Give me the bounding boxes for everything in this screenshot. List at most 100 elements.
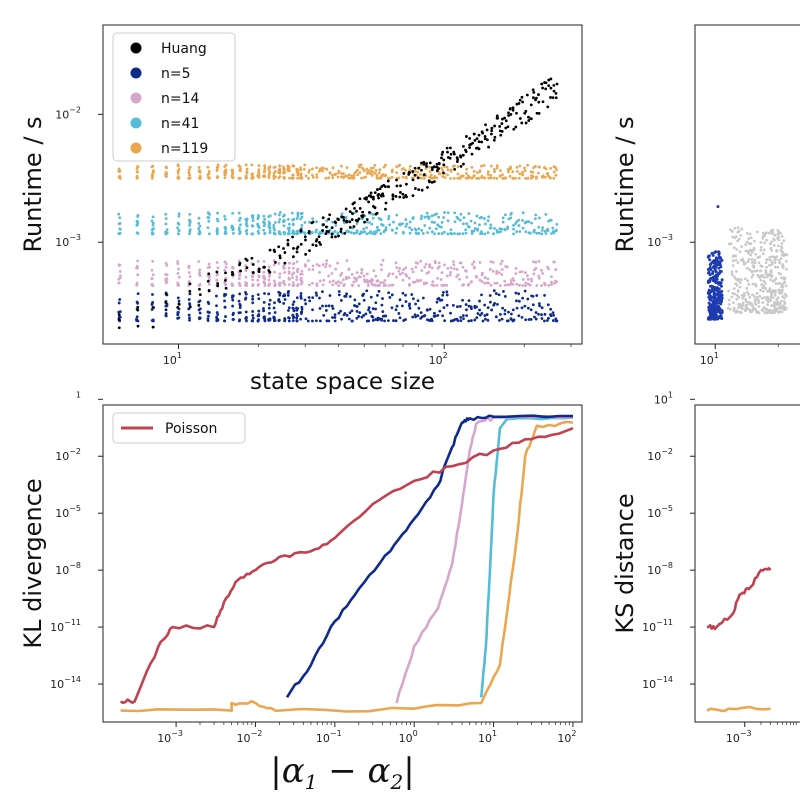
scatter-point — [729, 242, 733, 246]
scatter-point — [358, 171, 362, 175]
scatter-point — [381, 194, 385, 198]
scatter-point — [292, 255, 295, 259]
scatter-point — [331, 176, 335, 180]
scatter-point — [277, 245, 281, 249]
scatter-point — [413, 187, 417, 190]
scatter-point — [394, 319, 398, 323]
scatter-point — [489, 260, 493, 264]
scatter-point — [150, 277, 154, 281]
scatter-point — [367, 319, 371, 323]
scatter-point — [287, 289, 290, 293]
scatter-point — [442, 306, 446, 310]
scatter-point — [445, 293, 449, 297]
y-tick-label: 10−8 — [55, 561, 81, 577]
scatter-point — [377, 317, 381, 320]
scatter-point — [375, 173, 379, 177]
scatter-point — [291, 222, 295, 226]
scatter-point — [317, 235, 321, 239]
scatter-point — [750, 257, 754, 261]
scatter-point — [395, 178, 398, 182]
scatter-point — [387, 176, 390, 180]
scatter-point — [245, 232, 249, 236]
scatter-point — [526, 274, 529, 278]
scatter-point — [176, 316, 180, 320]
scatter-point — [540, 268, 543, 272]
scatter-point — [761, 289, 765, 293]
scatter-point — [492, 168, 496, 171]
scatter-point — [514, 222, 518, 225]
scatter-point — [355, 305, 359, 308]
scatter-point — [256, 293, 260, 296]
scatter-point — [299, 276, 303, 280]
scatter-point — [517, 283, 521, 287]
scatter-point — [339, 309, 343, 313]
scatter-point — [188, 305, 192, 309]
scatter-point — [327, 217, 331, 221]
scatter-point — [535, 284, 539, 287]
scatter-point — [188, 173, 192, 177]
scatter-point — [411, 297, 415, 301]
scatter-point — [274, 260, 277, 264]
scatter-point — [477, 133, 481, 137]
scatter-point — [541, 272, 545, 275]
scatter-point — [397, 312, 401, 315]
scatter-point — [398, 195, 402, 199]
x-tick-exponent: −2 — [251, 729, 263, 738]
scatter-point — [535, 96, 538, 100]
scatter-point — [755, 291, 759, 295]
scatter-point — [318, 296, 321, 300]
legend-marker — [130, 67, 142, 79]
scatter-point — [546, 105, 550, 109]
scatter-point — [475, 137, 479, 141]
scatter-point — [737, 295, 741, 299]
scatter-point — [532, 260, 535, 264]
scatter-point — [732, 306, 736, 310]
scatter-point — [311, 268, 315, 271]
scatter-point — [493, 124, 496, 128]
scatter-point — [552, 170, 556, 174]
scatter-point — [244, 310, 248, 314]
scatter-point — [776, 228, 780, 232]
scatter-point — [286, 293, 290, 297]
scatter-point — [165, 273, 169, 277]
scatter-point — [414, 315, 418, 319]
y-tick-exponent: −2 — [661, 447, 673, 456]
series-n14 — [117, 258, 559, 287]
scatter-point — [250, 176, 254, 180]
scatter-point — [353, 207, 356, 210]
scatter-point — [442, 158, 446, 162]
scatter-point — [762, 284, 766, 288]
scatter-point — [257, 267, 261, 271]
x-tick-exponent: 1 — [492, 729, 497, 738]
scatter-point — [378, 168, 382, 172]
scatter-point — [327, 230, 331, 233]
scatter-point — [531, 175, 535, 178]
scatter-point — [748, 308, 751, 312]
scatter-point — [263, 169, 266, 173]
scatter-point — [445, 274, 449, 278]
scatter-point — [467, 304, 471, 308]
scatter-point — [371, 166, 375, 170]
series-n5 — [117, 289, 559, 323]
scatter-point — [428, 170, 432, 173]
scatter-point — [738, 250, 742, 254]
scatter-point — [244, 296, 248, 300]
legend-label: Huang — [161, 41, 207, 57]
scatter-point — [176, 271, 180, 275]
scatter-point — [734, 235, 738, 238]
scatter-point — [391, 228, 394, 232]
scatter-point — [781, 282, 785, 286]
scatter-point — [442, 171, 445, 175]
scatter-point — [731, 301, 735, 305]
scatter-point — [244, 257, 248, 261]
scatter-point — [459, 165, 463, 168]
scatter-point — [753, 300, 757, 304]
scatter-point — [291, 266, 295, 270]
scatter-point — [239, 223, 242, 227]
scatter-point — [528, 231, 532, 235]
scatter-point — [375, 211, 379, 215]
scatter-point — [475, 305, 478, 309]
scatter-point — [342, 284, 346, 287]
scatter-point — [307, 231, 311, 235]
